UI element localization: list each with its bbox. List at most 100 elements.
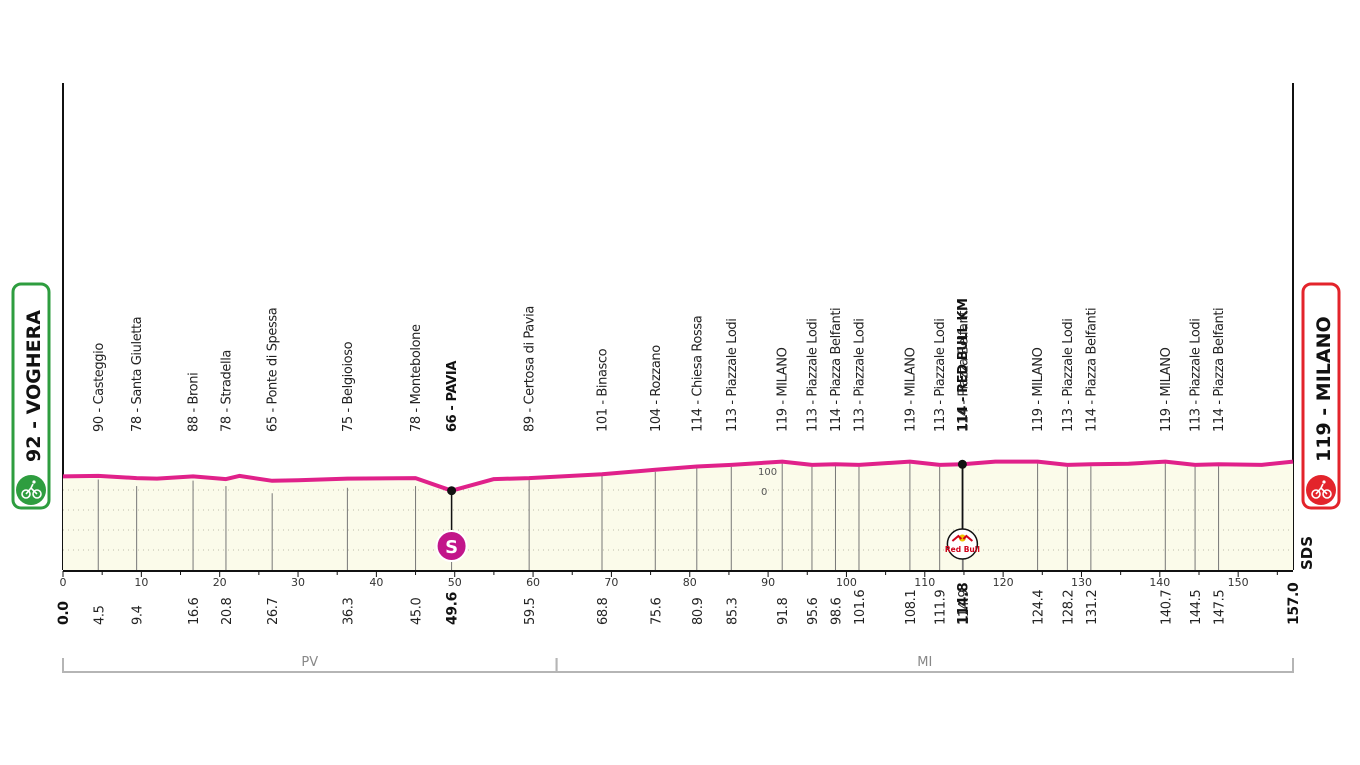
route-markers: S Red Bull — [435, 459, 980, 562]
km-label-21: 114.9 — [957, 590, 972, 625]
waypoint-label-27: 114 - Piazza Belfanti — [1212, 308, 1227, 432]
km-label-1: 4.5 — [92, 605, 107, 625]
km-labels: 0.0 4.5 9.4 16.6 20.8 26.7 36.3 45.0 49.6 59.5 68.… — [56, 582, 1302, 625]
km-label-25: 140.7 — [1159, 590, 1174, 625]
elevation-scale-100: 100 — [758, 467, 777, 478]
x-tick-label-140: 140 — [1149, 576, 1170, 589]
waypoint-label-18: 119 - MILANO — [903, 347, 918, 432]
province-label-PV: PV — [301, 655, 318, 670]
km-label-22: 124.4 — [1032, 590, 1047, 625]
x-tick-label-60: 60 — [526, 576, 540, 589]
km-label-18: 108.1 — [904, 590, 919, 625]
province-bars: PV MI — [62, 655, 1294, 673]
waypoint-label-22: 119 - MILANO — [1031, 347, 1046, 432]
waypoint-label-25: 119 - MILANO — [1159, 347, 1174, 432]
x-tick-label-40: 40 — [369, 576, 383, 589]
sponsor-logo: SDS — [1298, 536, 1316, 570]
waypoint-label-9: 89 - Certosa di Pavia — [523, 306, 538, 432]
x-tick-label-110: 110 — [914, 576, 935, 589]
km-label-28: 157.0 — [1286, 582, 1302, 625]
province-bar-MI — [555, 658, 1294, 673]
x-tick-label-90: 90 — [761, 576, 775, 589]
waypoint-label-21: 114 - Piazza Belfanti — [957, 308, 972, 432]
x-tick-label-10: 10 — [134, 576, 148, 589]
x-tick-label-150: 150 — [1228, 576, 1249, 589]
x-tick-label-30: 30 — [291, 576, 305, 589]
km-label-27: 147.5 — [1213, 590, 1228, 625]
redbull-bulls-icon — [951, 534, 974, 542]
waypoint-label-13: 113 - Piazzale Lodi — [725, 319, 740, 433]
elevation-scale-0: 0 — [761, 487, 767, 498]
waypoint-label-15: 113 - Piazzale Lodi — [805, 319, 820, 433]
km-label-6: 36.3 — [341, 598, 356, 625]
km-label-26: 144.5 — [1189, 590, 1204, 625]
waypoint-label-11: 104 - Rozzano — [649, 345, 664, 432]
sprint-marker-dot — [447, 486, 457, 496]
start-cyclist-icon — [16, 475, 46, 505]
x-tick-label-50: 50 — [448, 576, 462, 589]
km-label-19: 111.9 — [934, 590, 949, 625]
km-label-16: 98.6 — [829, 598, 844, 625]
x-axis-ticks: 0 10 20 30 40 50 60 70 80 90 100 110 120 130 140 150 — [60, 571, 1278, 589]
km-label-7: 45.0 — [410, 598, 425, 625]
waypoint-label-17: 113 - Piazzale Lodi — [852, 319, 867, 433]
x-tick-label-80: 80 — [683, 576, 697, 589]
waypoint-label-10: 101 - Binasco — [596, 348, 611, 432]
waypoint-label-2: 78 - Santa Giuletta — [130, 317, 145, 432]
waypoint-label-12: 114 - Chiesa Rossa — [690, 316, 705, 432]
start-title: 92 - VOGHERA — [23, 310, 45, 462]
x-tick-label-130: 130 — [1071, 576, 1092, 589]
sprint-badge-icon — [435, 530, 468, 562]
x-tick-label-100: 100 — [836, 576, 857, 589]
waypoint-label-5: 65 - Ponte di Spessa — [266, 308, 281, 432]
km-label-8: 49.6 — [445, 592, 461, 625]
km-label-3: 16.6 — [187, 598, 202, 625]
km-label-4: 20.8 — [220, 598, 235, 625]
elevation-profile-line — [62, 459, 1294, 493]
waypoint-label-1: 90 - Casteggio — [92, 343, 107, 432]
redbull-badge-label: Red Bull — [945, 545, 980, 554]
elevation-gridlines — [63, 489, 1293, 551]
waypoint-label-23: 113 - Piazzale Lodi — [1061, 319, 1076, 433]
waypoint-label-16: 114 - Piazza Belfanti — [829, 308, 844, 432]
km-label-23: 128.2 — [1061, 590, 1076, 625]
km-label-12: 80.9 — [691, 598, 706, 625]
waypoint-label-8: 66 - PAVIA — [445, 361, 460, 432]
redbull-marker-dot — [957, 459, 967, 469]
x-tick-label-120: 120 — [993, 576, 1014, 589]
redbull-badge-icon — [946, 528, 979, 560]
waypoint-label-6: 75 - Belgioioso — [341, 341, 356, 432]
km-label-11: 75.6 — [649, 598, 664, 625]
waypoint-label-4: 78 - Stradella — [219, 350, 234, 432]
start-badge: 92 - VOGHERA — [11, 282, 51, 510]
km-label-5: 26.7 — [266, 598, 281, 625]
x-tick-label-20: 20 — [213, 576, 227, 589]
km-label-2: 9.4 — [131, 605, 146, 625]
sprint-badge-label: S — [445, 537, 458, 558]
km-label-0: 0.0 — [56, 601, 72, 625]
km-label-20: 114.8 — [955, 583, 971, 625]
waypoint-label-14: 119 - MILANO — [776, 347, 791, 432]
km-label-14: 91.8 — [776, 598, 791, 625]
finish-badge: 119 - MILANO — [1301, 282, 1341, 510]
redbull-sun-icon — [958, 534, 966, 542]
waypoint-lines — [97, 463, 1220, 571]
finish-cyclist-icon — [1306, 475, 1336, 505]
waypoint-label-19: 113 - Piazzale Lodi — [933, 319, 948, 433]
elevation-area — [63, 461, 1293, 571]
waypoint-label-3: 88 - Broni — [187, 373, 202, 432]
km-label-13: 85.3 — [725, 598, 740, 625]
km-label-17: 101.6 — [853, 590, 868, 625]
km-label-10: 68.8 — [596, 598, 611, 625]
waypoint-label-26: 113 - Piazzale Lodi — [1189, 319, 1204, 433]
x-tick-label-70: 70 — [604, 576, 618, 589]
km-label-24: 131.2 — [1085, 590, 1100, 625]
x-tick-label-0: 0 — [60, 576, 67, 589]
km-label-15: 95.6 — [806, 598, 821, 625]
province-label-MI: MI — [917, 655, 932, 670]
waypoint-labels: 90 - Casteggio 78 - Santa Giuletta 88 - Br… — [92, 298, 1227, 432]
waypoint-label-20: 114 - RED BULL KM — [956, 298, 971, 432]
km-label-9: 59.5 — [523, 598, 538, 625]
finish-title: 119 - MILANO — [1313, 316, 1335, 462]
